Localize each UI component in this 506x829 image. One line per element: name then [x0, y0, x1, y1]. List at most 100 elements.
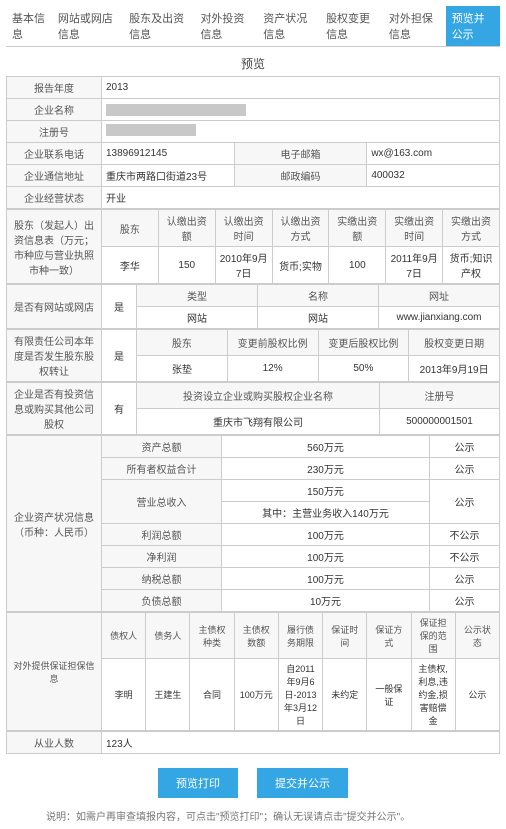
equity-r4: 2013年9月19日 [409, 356, 500, 382]
outinvest-flag: 有 [102, 383, 137, 435]
g-r2: 合同 [190, 659, 234, 731]
submit-button[interactable]: 提交并公示 [257, 768, 348, 798]
assets-v0: 560万元 [222, 436, 430, 458]
g-c6: 保证方式 [367, 613, 411, 659]
status-label: 企业经营状态 [7, 187, 102, 209]
equity-r3: 50% [318, 356, 409, 382]
regno-label: 注册号 [7, 121, 102, 143]
phone-label: 企业联系电话 [7, 143, 102, 165]
assets-k3: 利润总额 [102, 524, 222, 546]
g-r5: 未约定 [323, 659, 367, 731]
equity-flag: 是 [102, 330, 137, 382]
invest-c3: 认缴出资时间 [215, 210, 272, 247]
report-year-label: 报告年度 [7, 77, 102, 99]
assets-p6: 公示 [430, 590, 500, 612]
g-c8: 公示状态 [455, 613, 499, 659]
email: wx@163.com [367, 143, 500, 165]
employees-table: 从业人数 123人 [6, 731, 500, 754]
assets-p2: 公示 [430, 480, 500, 524]
tab-website[interactable]: 网站或网店信息 [52, 6, 123, 46]
assets-p0: 公示 [430, 436, 500, 458]
guarantee-table: 对外提供保证担保信息 债权人 债务人 主债权种类 主债权数额 履行债务期限 保证… [6, 612, 500, 731]
tab-basic[interactable]: 基本信息 [6, 6, 52, 46]
footer-note: 说明：如需户再审查填报内容，可点击"预览打印"；确认无误请点击"提交并公示"。 [6, 808, 500, 823]
g-r1: 王建生 [146, 659, 190, 731]
outinvest-c1: 投资设立企业或购买股权企业名称 [137, 383, 380, 409]
invest-r1: 李华 [102, 247, 159, 284]
invest-c4: 认缴出资方式 [272, 210, 329, 247]
invest-r4: 货币;实物 [272, 247, 329, 284]
company-name-label: 企业名称 [7, 99, 102, 121]
website-url-h: 网址 [379, 285, 500, 307]
invest-c6: 实缴出资时间 [386, 210, 443, 247]
g-c2: 主债权种类 [190, 613, 234, 659]
company-name [102, 99, 500, 121]
website-flag: 是 [102, 285, 137, 329]
equity-label: 有限责任公司本年度是否发生股东股权转让 [7, 330, 102, 382]
basic-table: 报告年度 2013 企业名称 注册号 企业联系电话 13896912145 电子… [6, 76, 500, 209]
website-type-h: 类型 [137, 285, 258, 307]
outinvest-r1: 重庆市飞翔有限公司 [137, 409, 380, 435]
phone: 13896912145 [102, 143, 235, 165]
website-url: www.jianxiang.com [379, 307, 500, 329]
equity-r2: 12% [227, 356, 318, 382]
print-button[interactable]: 预览打印 [158, 768, 238, 798]
tab-shareholder[interactable]: 股东及出资信息 [123, 6, 194, 46]
employees-value: 123人 [102, 732, 500, 754]
postcode-label: 邮政编码 [234, 165, 367, 187]
g-r3: 100万元 [234, 659, 278, 731]
assets-k0: 资产总额 [102, 436, 222, 458]
outinvest-label: 企业是否有投资信息或购买其他公司股权 [7, 383, 102, 435]
status: 开业 [102, 187, 500, 209]
equity-r1: 张垫 [137, 356, 228, 382]
invest-r7: 货币;知识产权 [443, 247, 500, 284]
tab-assets[interactable]: 资产状况信息 [257, 6, 320, 46]
website-type: 网站 [137, 307, 258, 329]
equity-table: 有限责任公司本年度是否发生股东股权转让 是 股东 变更前股权比例 变更后股权比例… [6, 329, 500, 382]
invest-c7: 实缴出资方式 [443, 210, 500, 247]
g-c4: 履行债务期限 [278, 613, 322, 659]
report-year: 2013 [102, 77, 500, 99]
assets-k1: 所有者权益合计 [102, 458, 222, 480]
equity-c1: 股东 [137, 330, 228, 356]
website-name-h: 名称 [258, 285, 379, 307]
assets-v5: 100万元 [222, 568, 430, 590]
assets-p1: 公示 [430, 458, 500, 480]
regno [102, 121, 500, 143]
outinvest-table: 企业是否有投资信息或购买其他公司股权 有 投资设立企业或购买股权企业名称 注册号… [6, 382, 500, 435]
assets-k4: 净利润 [102, 546, 222, 568]
g-c3: 主债权数额 [234, 613, 278, 659]
assets-v3: 100万元 [222, 524, 430, 546]
address: 重庆市两路口街道23号 [102, 165, 235, 187]
assets-v2: 150万元 [222, 480, 430, 502]
tab-bar: 基本信息 网站或网店信息 股东及出资信息 对外投资信息 资产状况信息 股权变更信… [6, 6, 500, 47]
g-r8: 公示 [455, 659, 499, 731]
assets-k2: 营业总收入 [102, 480, 222, 524]
invest-r6: 2011年9月7日 [386, 247, 443, 284]
g-r7: 主债权,利息,违约金,损害赔偿金 [411, 659, 455, 731]
equity-c4: 股权变更日期 [409, 330, 500, 356]
equity-c3: 变更后股权比例 [318, 330, 409, 356]
website-table: 是否有网站或网店 是 类型 名称 网址 网站 网站 www.jianxiang.… [6, 284, 500, 329]
assets-p3: 不公示 [430, 524, 500, 546]
assets-table: 企业资产状况信息（币种：人民币） 资产总额 560万元 公示 所有者权益合计 2… [6, 435, 500, 612]
g-r0: 李明 [102, 659, 146, 731]
invest-r3: 2010年9月7日 [215, 247, 272, 284]
equity-c2: 变更前股权比例 [227, 330, 318, 356]
g-c0: 债权人 [102, 613, 146, 659]
website-name: 网站 [258, 307, 379, 329]
invest-c1: 股东 [102, 210, 159, 247]
button-row: 预览打印 提交并公示 [6, 768, 500, 798]
outinvest-c2: 注册号 [380, 383, 500, 409]
invest-r5: 100 [329, 247, 386, 284]
invest-c2: 认缴出资额 [158, 210, 215, 247]
tab-equity[interactable]: 股权变更信息 [320, 6, 383, 46]
g-c5: 保证时间 [323, 613, 367, 659]
assets-p4: 不公示 [430, 546, 500, 568]
tab-preview[interactable]: 预览并公示 [446, 6, 500, 46]
tab-outinvest[interactable]: 对外投资信息 [194, 6, 257, 46]
invest-table: 股东（发起人）出资信息表（万元；市种应与营业执照市种一致） 股东 认缴出资额 认… [6, 209, 500, 284]
tab-guarantee[interactable]: 对外担保信息 [383, 6, 446, 46]
website-label: 是否有网站或网店 [7, 285, 102, 329]
invest-header: 股东（发起人）出资信息表（万元；市种应与营业执照市种一致） [7, 210, 102, 284]
